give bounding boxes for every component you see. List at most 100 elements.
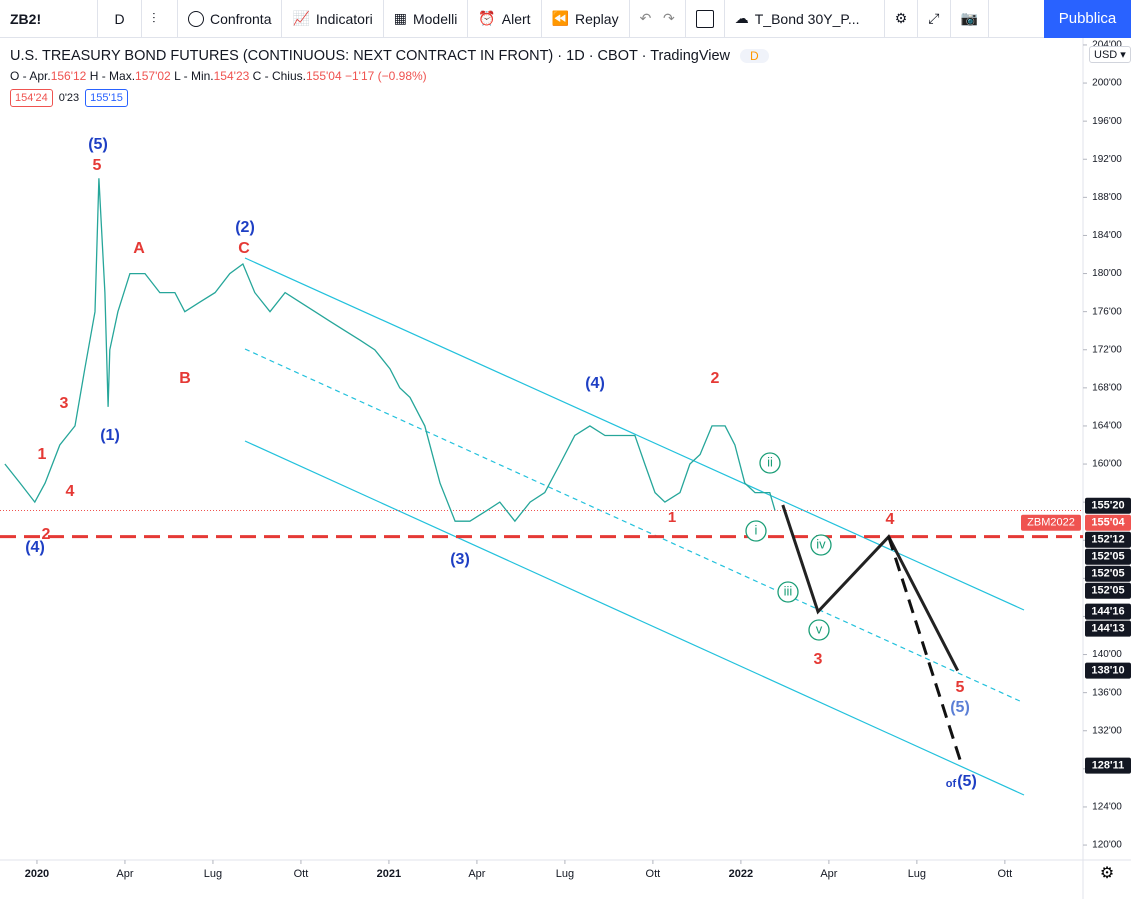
price-tag xyxy=(1085,531,1131,548)
badge: D xyxy=(740,49,769,63)
x-tick-label: Lug xyxy=(908,868,926,880)
symbol-tag-label: ZBM2022 xyxy=(1027,517,1075,529)
price-tag-label: 144'13 xyxy=(1091,623,1124,635)
wave-label: iii xyxy=(784,583,793,598)
close-label: C - Chius. xyxy=(252,69,306,83)
y-tick-label: 172'00 xyxy=(1092,344,1122,355)
chart-style-button[interactable]: ⫶ xyxy=(142,0,178,38)
price-tag-label: 138'10 xyxy=(1091,665,1124,677)
x-tick-label: 2020 xyxy=(25,868,49,880)
wave-label: 2 xyxy=(711,370,720,387)
toolbar: ZB2! D ⫶ Confronta 📈 Indicatori ▦ Modelli … xyxy=(0,0,1131,38)
price-line xyxy=(4,178,776,523)
wave-label: B xyxy=(179,370,191,387)
y-tick-label: 132'00 xyxy=(1092,725,1122,736)
publish-button[interactable]: Pubblica xyxy=(1044,0,1131,38)
templates-button[interactable]: ▦ Modelli xyxy=(384,0,469,38)
open: 156'12 xyxy=(50,69,87,83)
replay-button[interactable]: ⏪ Replay xyxy=(542,0,630,38)
wave-label: of xyxy=(946,778,957,790)
y-tick-label: 196'00 xyxy=(1092,116,1122,127)
layout-button[interactable]: ☁ T_Bond 30Y_P... xyxy=(725,0,885,38)
wave-label: (4) xyxy=(25,539,45,556)
wave-label: A xyxy=(133,240,145,257)
ask[interactable]: 155'15 xyxy=(85,89,128,107)
wave-label: C xyxy=(238,240,250,257)
wave-label: 4 xyxy=(886,511,895,528)
wave-label: (3) xyxy=(450,551,470,568)
projection-line xyxy=(887,536,964,767)
currency: USD xyxy=(1094,49,1118,61)
high: 157'02 xyxy=(135,69,171,83)
y-tick-label: 168'00 xyxy=(1092,382,1122,393)
y-tick-label: 180'00 xyxy=(1092,268,1122,279)
price-tag-label: 155'20 xyxy=(1091,500,1124,512)
channel-upper xyxy=(244,257,1025,611)
price-tag xyxy=(1085,582,1131,599)
wave-label: ii xyxy=(767,454,773,469)
fullscreen-toggle[interactable] xyxy=(686,0,725,38)
legend: U.S. TREASURY BOND FUTURES (CONTINUOUS: … xyxy=(10,47,769,107)
projection-line xyxy=(781,504,960,672)
low: 154'23 xyxy=(213,69,250,83)
compare-button[interactable]: Confronta xyxy=(178,0,283,38)
templates-label: Modelli xyxy=(412,10,458,27)
x-tick-label: Ott xyxy=(294,868,309,880)
wave-label: (1) xyxy=(100,427,120,444)
y-tick-label: 184'00 xyxy=(1092,230,1122,241)
symbol-button[interactable]: ZB2! xyxy=(0,0,98,38)
y-tick-label: 192'00 xyxy=(1092,154,1122,165)
undo-redo[interactable]: ↶ ↷ xyxy=(630,0,686,38)
x-tick-label: 2022 xyxy=(729,868,753,880)
price-tag-label: 155'04 xyxy=(1091,517,1125,529)
x-tick-label: Apr xyxy=(820,868,837,880)
x-tick-label: Apr xyxy=(468,868,485,880)
maximize-button[interactable]: ⤢ xyxy=(918,0,951,38)
settings-button[interactable]: ⚙ xyxy=(885,0,919,38)
y-tick-label: 120'00 xyxy=(1092,840,1122,851)
layout-label: T_Bond 30Y_P... xyxy=(754,10,860,27)
indicators-button[interactable]: 📈 Indicatori xyxy=(282,0,384,38)
wave-label: 3 xyxy=(60,395,69,412)
low-label: L - Min. xyxy=(174,69,214,83)
channel-lower xyxy=(244,440,1025,796)
price-tag xyxy=(1085,565,1131,582)
y-tick-label: 140'00 xyxy=(1092,649,1122,660)
y-tick-label: 188'00 xyxy=(1092,192,1122,203)
bid[interactable]: 154'24 xyxy=(10,89,53,107)
alert-button[interactable]: ⏰ Alert xyxy=(468,0,542,38)
y-tick-label: 164'00 xyxy=(1092,421,1122,432)
price-tag xyxy=(1085,497,1131,514)
x-tick-label: Lug xyxy=(204,868,222,880)
snapshot-button[interactable]: 📷 xyxy=(951,0,989,38)
y-tick-label: 176'00 xyxy=(1092,306,1122,317)
y-tick-label: 124'00 xyxy=(1092,802,1122,813)
currency-select[interactable]: USD ▾ xyxy=(1089,46,1131,63)
wave-label: 4 xyxy=(66,483,75,500)
close: 155'04 xyxy=(305,69,342,83)
wave-label: 5 xyxy=(93,157,102,174)
price-tag-label: 152'12 xyxy=(1091,534,1124,546)
settings-icon[interactable]: ⚙ xyxy=(1100,865,1114,882)
change: −1'17 (−0.98%) xyxy=(345,69,427,83)
symbol-tag xyxy=(1021,514,1081,531)
x-tick-label: Apr xyxy=(116,868,133,880)
price-tag xyxy=(1085,620,1131,637)
interval-button[interactable]: D xyxy=(98,0,142,38)
wave-circle xyxy=(745,520,767,542)
alert-label: Alert xyxy=(501,10,531,27)
quotes: 154'24 0'23 155'15 xyxy=(10,89,769,107)
x-tick-label: Ott xyxy=(646,868,661,880)
wave-label: (5) xyxy=(957,773,977,790)
x-tick-label: Ott xyxy=(998,868,1013,880)
wave-label: 1 xyxy=(668,509,676,526)
chart-title: U.S. TREASURY BOND FUTURES (CONTINUOUS: … xyxy=(10,48,730,64)
price-tag xyxy=(1085,514,1131,531)
wave-label: (5) xyxy=(88,136,108,153)
x-tick-label: Lug xyxy=(556,868,574,880)
y-tick-label: 160'00 xyxy=(1092,459,1122,470)
price-tag xyxy=(1085,603,1131,620)
price-tag-label: 152'05 xyxy=(1091,585,1124,597)
